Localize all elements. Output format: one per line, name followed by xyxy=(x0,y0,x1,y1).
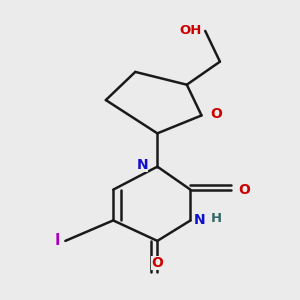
Text: O: O xyxy=(211,107,223,121)
Text: N: N xyxy=(194,213,206,227)
Text: I: I xyxy=(54,233,60,248)
Text: O: O xyxy=(152,256,163,270)
Text: H: H xyxy=(211,212,222,225)
Text: N: N xyxy=(136,158,148,172)
Text: O: O xyxy=(238,183,250,197)
Text: OH: OH xyxy=(179,24,202,38)
